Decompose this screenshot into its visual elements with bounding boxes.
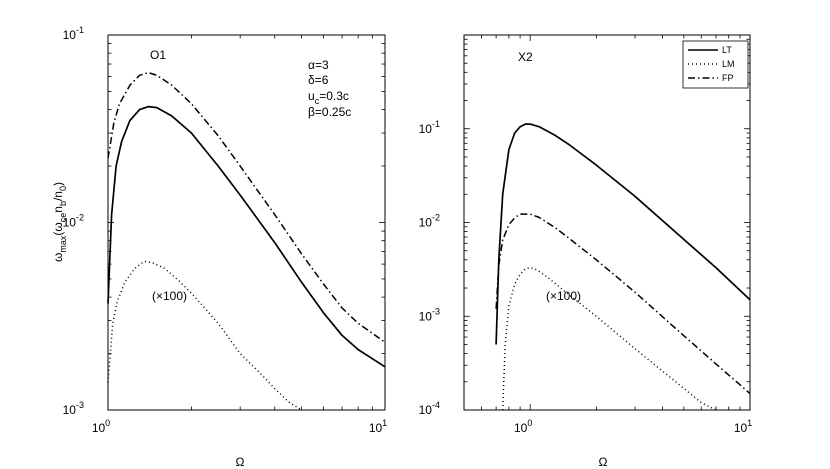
param-uc: uc=0.3c: [308, 89, 349, 106]
x-tick-label: 100: [514, 418, 532, 435]
series-lm-line: [107, 260, 302, 411]
param-beta: β=0.25c: [308, 105, 351, 119]
series-lm-line: [501, 266, 717, 411]
y-tick-label: 10-1: [63, 25, 84, 42]
left-ticks: 100 101 10-3 10-2 10-1: [63, 25, 388, 435]
param-alpha: α=3: [308, 58, 329, 72]
legend-box: [682, 40, 749, 89]
left-series: [107, 71, 386, 411]
right-multiplier-note: (×100): [546, 289, 581, 303]
y-tick-label: 10-2: [419, 213, 440, 230]
y-tick-label: 10-1: [419, 119, 440, 136]
x-tick-label: 101: [734, 418, 752, 435]
y-tick-label: 10-3: [63, 400, 84, 417]
series-lt-line: [495, 123, 751, 345]
left-plot-frame: [107, 34, 386, 411]
left-multiplier-note: (×100): [152, 289, 187, 303]
series-fp-line: [495, 213, 751, 395]
legend-label-lt: LT: [722, 45, 732, 55]
x-tick-label: 100: [92, 418, 110, 435]
legend: LT LM FP: [682, 40, 749, 89]
x-tick-label: 101: [369, 418, 387, 435]
left-panel-label: O1: [150, 48, 166, 62]
y-tick-label: 10-4: [419, 400, 440, 417]
series-lt-line: [107, 105, 386, 368]
right-plot-frame: [463, 34, 751, 411]
right-panel-label: X2: [518, 50, 533, 64]
y-tick-label: 10-3: [419, 306, 440, 323]
param-delta: δ=6: [308, 73, 329, 87]
right-series: [495, 123, 751, 411]
panel-right: 100 101 10-4 10-3 10-2 10-1 X2 (×100) LT LM F…: [419, 34, 752, 469]
right-ticks: 100 101 10-4 10-3 10-2 10-1: [419, 35, 752, 435]
y-axis-label: ωmax(ωcenb/n0): [51, 182, 68, 262]
legend-label-lm: LM: [722, 59, 735, 69]
panel-left: 100 101 10-3 10-2 10-1 O1 α=3 δ=6 uc=0.3c β=…: [51, 25, 387, 469]
right-x-axis-label: Ω: [599, 455, 608, 469]
legend-label-fp: FP: [722, 73, 734, 83]
series-fp-line: [107, 71, 386, 343]
left-x-axis-label: Ω: [236, 455, 245, 469]
y-tick-label: 10-2: [63, 213, 84, 230]
